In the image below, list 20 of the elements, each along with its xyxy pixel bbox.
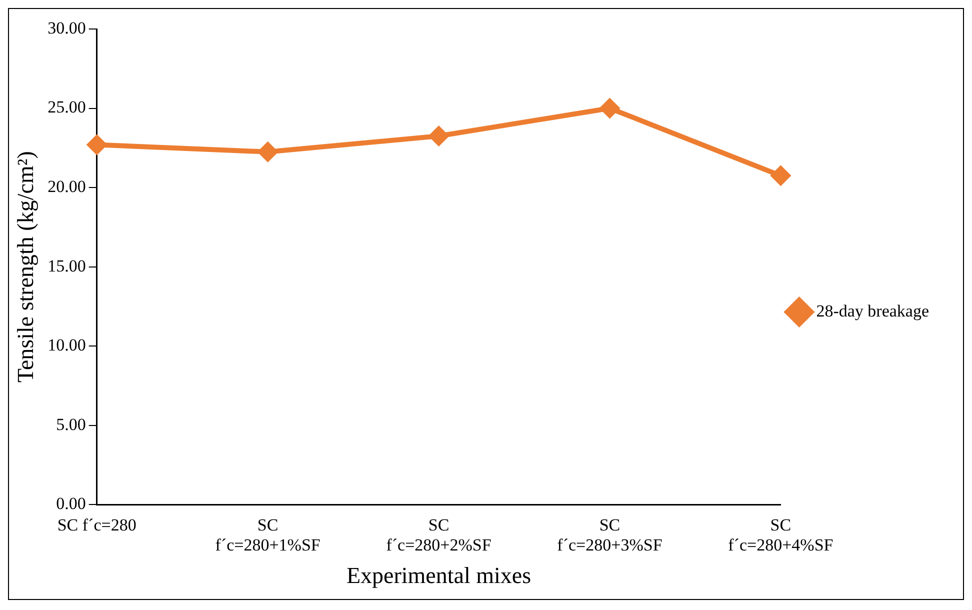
y-tick-label: 0.00 [56, 494, 86, 514]
x-axis-title: Experimental mixes [346, 563, 532, 588]
y-tick-label: 25.00 [48, 98, 86, 117]
legend-label: 28-day breakage [816, 301, 930, 320]
y-tick-label: 10.00 [48, 336, 86, 355]
y-axis-title: Tensile strength (kg/cm²) [12, 151, 38, 383]
x-tick-label: SC f´c=280+4%SF [728, 515, 834, 555]
point [429, 126, 448, 146]
x-tick-label: SC f´c=280+2%SF [386, 515, 492, 555]
point [258, 142, 278, 162]
y-tick-label: 30.00 [48, 18, 86, 38]
x-tick-label: SC f´c=280 [57, 515, 136, 534]
y-tick-label: 15.00 [48, 256, 86, 276]
x-tick-label: SC f´c=280+1%SF [215, 515, 320, 555]
y-tick-label: 20.00 [48, 177, 86, 196]
x-tick-label: SC f´c=280+3%SF [557, 515, 662, 555]
point [771, 166, 790, 186]
point [87, 135, 106, 154]
y-tick-label: 5.00 [56, 414, 86, 434]
point [600, 98, 620, 118]
